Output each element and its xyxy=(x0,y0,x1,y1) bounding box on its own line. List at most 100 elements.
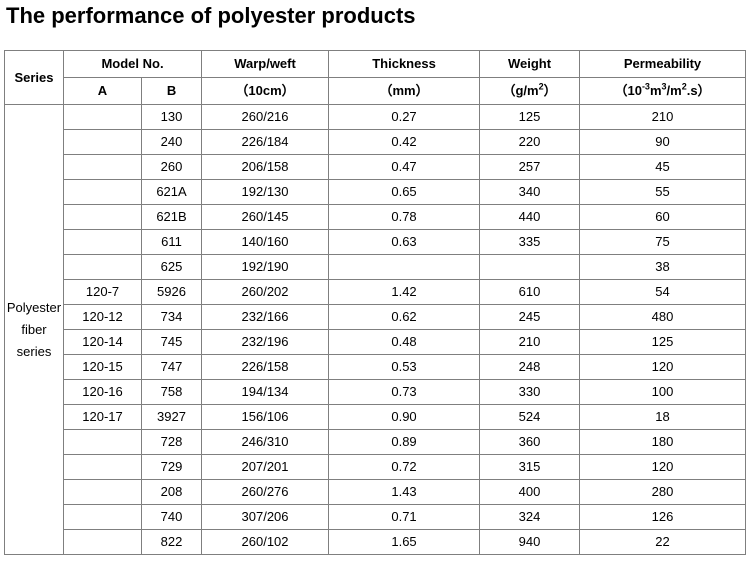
cell-a xyxy=(63,104,142,130)
table-row: 120-15 747 226/158 0.53 248 120 xyxy=(5,354,747,380)
header-thickness: Thickness xyxy=(328,50,481,78)
cell-thickness: 0.65 xyxy=(328,179,481,205)
cell-thickness: 0.47 xyxy=(328,154,481,180)
cell-warp-weft: 260/102 xyxy=(201,529,330,555)
cell-weight: 210 xyxy=(479,329,581,355)
cell-b: 758 xyxy=(140,379,203,405)
cell-b: 208 xyxy=(140,479,203,505)
cell-weight: 940 xyxy=(479,529,581,555)
header-model-no: Model No. xyxy=(62,50,203,78)
cell-warp-weft: 307/206 xyxy=(201,504,330,530)
cell-warp-weft: 246/310 xyxy=(201,429,330,455)
cell-warp-weft: 206/158 xyxy=(201,154,330,180)
cell-thickness: 0.53 xyxy=(328,354,481,380)
header-permeability-unit: （10-3m3/m2.s） xyxy=(579,77,747,105)
cell-a xyxy=(63,179,142,205)
cell-b: 740 xyxy=(140,504,203,530)
cell-a xyxy=(63,204,142,230)
cell-weight: 257 xyxy=(479,154,581,180)
cell-b: 621B xyxy=(140,204,203,230)
cell-a: 120-14 xyxy=(63,329,142,355)
cell-weight: 324 xyxy=(479,504,581,530)
cell-b: 240 xyxy=(140,129,203,155)
cell-weight: 315 xyxy=(479,454,581,480)
cell-weight: 340 xyxy=(479,179,581,205)
cell-permeability: 180 xyxy=(579,429,747,455)
cell-b: 5926 xyxy=(140,279,203,305)
cell-warp-weft: 226/184 xyxy=(201,129,330,155)
cell-a: 120-16 xyxy=(63,379,142,405)
cell-b: 822 xyxy=(140,529,203,555)
cell-b: 611 xyxy=(140,229,203,255)
cell-warp-weft: 194/134 xyxy=(201,379,330,405)
cell-thickness xyxy=(328,254,481,280)
cell-warp-weft: 226/158 xyxy=(201,354,330,380)
cell-weight: 335 xyxy=(479,229,581,255)
table-row: 822 260/102 1.65 940 22 xyxy=(5,529,747,555)
cell-weight: 245 xyxy=(479,304,581,330)
table-row: 120-17 3927 156/106 0.90 524 18 xyxy=(5,404,747,430)
page-title: The performance of polyester products xyxy=(6,3,416,28)
cell-thickness: 0.63 xyxy=(328,229,481,255)
table-row: 240 226/184 0.42 220 90 xyxy=(5,129,747,155)
cell-warp-weft: 232/196 xyxy=(201,329,330,355)
cell-permeability: 75 xyxy=(579,229,747,255)
cell-warp-weft: 260/276 xyxy=(201,479,330,505)
header-a: A xyxy=(63,77,142,105)
cell-warp-weft: 260/202 xyxy=(201,279,330,305)
cell-permeability: 125 xyxy=(579,329,747,355)
table-row: 728 246/310 0.89 360 180 xyxy=(5,429,747,455)
header-thickness-unit: （mm） xyxy=(328,77,481,105)
cell-weight: 524 xyxy=(479,404,581,430)
cell-thickness: 1.65 xyxy=(328,529,481,555)
series-cell: Polyester fiber series xyxy=(4,104,64,555)
table-row: 120-14 745 232/196 0.48 210 125 xyxy=(5,329,747,355)
table-row: 208 260/276 1.43 400 280 xyxy=(5,479,747,505)
cell-thickness: 0.72 xyxy=(328,454,481,480)
cell-weight: 125 xyxy=(479,104,581,130)
cell-weight: 400 xyxy=(479,479,581,505)
cell-a: 120-15 xyxy=(63,354,142,380)
cell-a xyxy=(63,504,142,530)
cell-thickness: 1.42 xyxy=(328,279,481,305)
cell-weight: 440 xyxy=(479,204,581,230)
cell-permeability: 480 xyxy=(579,304,747,330)
series-label-line: Polyester xyxy=(6,299,62,315)
cell-warp-weft: 156/106 xyxy=(201,404,330,430)
cell-thickness: 1.43 xyxy=(328,479,481,505)
cell-b: 625 xyxy=(140,254,203,280)
table-row: 621A 192/130 0.65 340 55 xyxy=(5,179,747,205)
cell-thickness: 0.62 xyxy=(328,304,481,330)
cell-a xyxy=(63,229,142,255)
header-weight-unit: （g/m2） xyxy=(479,77,581,105)
header-warp-weft: Warp/weft xyxy=(201,50,330,78)
cell-b: 3927 xyxy=(140,404,203,430)
cell-warp-weft: 140/160 xyxy=(201,229,330,255)
cell-thickness: 0.48 xyxy=(328,329,481,355)
performance-table: Series Model No. Warp/weft Thickness Wei… xyxy=(4,50,747,555)
cell-permeability: 60 xyxy=(579,204,747,230)
cell-a: 120-17 xyxy=(63,404,142,430)
cell-a xyxy=(63,479,142,505)
cell-b: 130 xyxy=(140,104,203,130)
cell-a xyxy=(63,454,142,480)
header-permeability: Permeability xyxy=(579,50,747,78)
cell-thickness: 0.27 xyxy=(328,104,481,130)
cell-b: 747 xyxy=(140,354,203,380)
series-label-line: series xyxy=(16,343,52,359)
cell-permeability: 100 xyxy=(579,379,747,405)
cell-weight xyxy=(479,254,581,280)
cell-b: 745 xyxy=(140,329,203,355)
series-label-line: fiber xyxy=(21,321,47,337)
cell-b: 621A xyxy=(140,179,203,205)
cell-thickness: 0.73 xyxy=(328,379,481,405)
cell-warp-weft: 192/130 xyxy=(201,179,330,205)
header-unit-row: A B （10cm） （mm） （g/m2） （10-3m3/m2.s） xyxy=(5,77,747,105)
table-body: Polyester fiber series 130 260/216 0.27 125 210… xyxy=(4,104,747,555)
cell-permeability: 18 xyxy=(579,404,747,430)
table-row: 120-16 758 194/134 0.73 330 100 xyxy=(5,379,747,405)
header-weight: Weight xyxy=(479,50,581,78)
table-row: 621B 260/145 0.78 440 60 xyxy=(5,204,747,230)
table-row: 625 192/190 38 xyxy=(5,254,747,280)
cell-permeability: 210 xyxy=(579,104,747,130)
